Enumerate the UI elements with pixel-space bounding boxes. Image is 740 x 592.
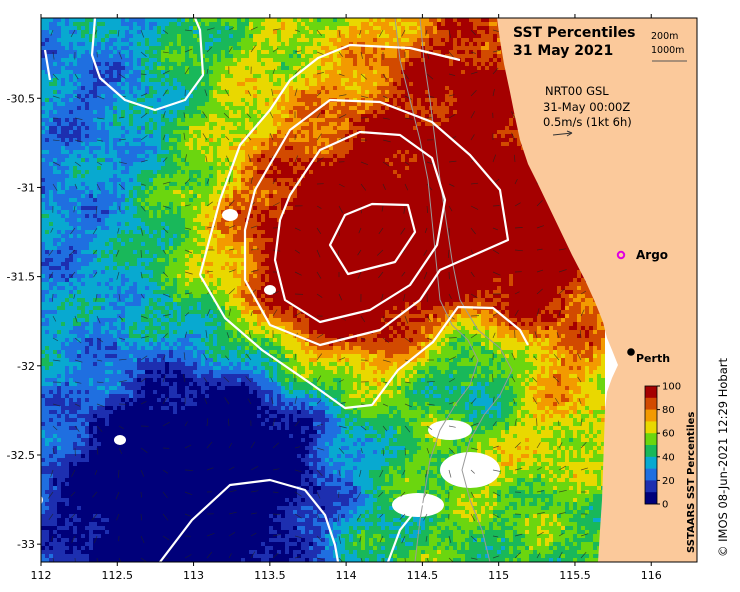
longitude-tick-label: 115.5	[559, 569, 591, 582]
map-title: SST Percentiles	[513, 25, 636, 41]
perth-label: Perth	[636, 352, 670, 365]
latitude-tick-label: -31	[17, 181, 35, 194]
latitude-tick-label: -33	[17, 538, 35, 551]
colorbar-tick-label: 20	[662, 476, 675, 487]
map-date: 31 May 2021	[513, 43, 613, 59]
credit-text: © IMOS 08-Jun-2021 12:29 Hobart	[716, 358, 730, 557]
longitude-tick-label: 114.5	[407, 569, 439, 582]
latitude-tick-label: -30.5	[7, 92, 35, 105]
longitude-tick-label: 113	[183, 569, 204, 582]
colorbar-title: SSTAARS SST Percentiles	[686, 412, 697, 553]
colorbar-swatch	[645, 421, 657, 434]
depth-contour-1000m	[394, 18, 479, 562]
colorbar-swatch	[645, 409, 657, 422]
argo-label: Argo	[636, 248, 668, 262]
colorbar-swatch	[645, 397, 657, 410]
longitude-tick-label: 113.5	[254, 569, 286, 582]
longitude-tick-label: 112.5	[102, 569, 134, 582]
longitude-axis: 112 112.5 113 113.5 114 114.5 115 115.5 116	[31, 14, 662, 582]
longitude-tick-label: 116	[641, 569, 662, 582]
colorbar-tick-label: 0	[662, 500, 668, 511]
currents-time: 31-May 00:00Z	[543, 100, 630, 114]
colorbar-swatch	[645, 492, 657, 505]
longitude-tick-label: 114	[336, 569, 357, 582]
longitude-tick-label: 112	[31, 569, 52, 582]
latitude-tick-label: -32	[17, 360, 35, 373]
current-scale-arrow	[552, 130, 573, 137]
colorbar-swatch	[645, 480, 657, 493]
colorbar-swatch	[645, 468, 657, 481]
colorbar-tick-label: 80	[662, 405, 675, 416]
colorbar-tick-label: 40	[662, 452, 675, 463]
colorbar-swatch	[645, 433, 657, 446]
colorbar-swatch	[645, 445, 657, 458]
perth-marker	[627, 348, 635, 356]
contour-legend-1000m: 1000m	[651, 45, 684, 56]
latitude-axis: -30.5 -31 -31.5 -32 -32.5 -33	[7, 92, 41, 551]
latitude-tick-label: -31.5	[7, 271, 35, 284]
depth-contour-200m	[419, 18, 513, 562]
colorbar: 100 80 60 40 20 0	[644, 382, 681, 511]
colorbar-swatch	[645, 456, 657, 469]
plot-frame	[40, 17, 698, 563]
argo-float	[616, 250, 626, 260]
currents-scale: 0.5m/s (1kt 6h)	[543, 115, 632, 129]
latitude-tick-label: -32.5	[7, 449, 35, 462]
colorbar-tick-label: 60	[662, 429, 675, 440]
colorbar-swatch	[645, 386, 657, 399]
currents-source: NRT00 GSL	[545, 84, 609, 98]
colorbar-tick-label: 100	[662, 382, 681, 393]
sst-contours	[43, 18, 529, 562]
longitude-tick-label: 115	[488, 569, 509, 582]
contour-legend-200m: 200m	[651, 31, 678, 42]
